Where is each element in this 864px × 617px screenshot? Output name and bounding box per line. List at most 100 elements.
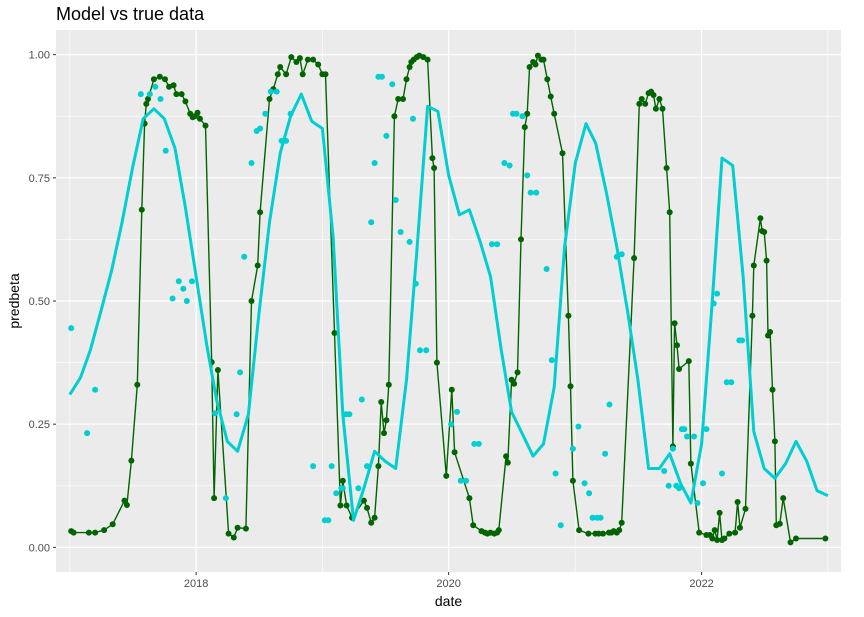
data-point — [231, 535, 237, 541]
data-point — [533, 62, 539, 68]
data-point — [257, 126, 263, 132]
data-point — [393, 197, 399, 203]
data-point — [364, 463, 370, 469]
data-point — [398, 229, 404, 235]
data-point — [346, 411, 352, 417]
data-point — [672, 320, 678, 326]
data-point — [688, 461, 694, 467]
data-point — [524, 172, 530, 178]
data-point — [359, 397, 365, 403]
data-point — [544, 266, 550, 272]
data-point — [458, 478, 464, 484]
data-point — [551, 111, 557, 117]
data-point — [585, 531, 591, 537]
data-point — [386, 382, 392, 388]
data-point — [696, 530, 702, 536]
data-point — [443, 473, 449, 479]
data-point — [212, 410, 218, 416]
data-point — [582, 480, 588, 486]
chart-title: Model vs true data — [56, 4, 205, 24]
data-point — [249, 160, 255, 166]
data-point — [391, 113, 397, 119]
data-point — [527, 64, 533, 70]
data-point — [372, 160, 378, 166]
data-point — [300, 71, 306, 77]
data-point — [340, 478, 346, 484]
data-point — [503, 453, 509, 459]
data-point — [651, 92, 657, 98]
data-point — [139, 207, 145, 213]
data-point — [558, 522, 564, 528]
y-tick-label: 0.00 — [29, 542, 50, 554]
data-point — [619, 251, 625, 257]
data-point — [777, 521, 783, 527]
data-point — [257, 209, 263, 215]
data-point — [173, 91, 179, 97]
data-point — [780, 495, 786, 501]
data-point — [522, 124, 528, 130]
data-point — [158, 96, 164, 102]
data-point — [598, 515, 604, 521]
data-point — [449, 387, 455, 393]
data-point — [549, 357, 555, 363]
data-point — [383, 133, 389, 139]
data-point — [267, 96, 273, 102]
y-tick-label: 0.50 — [29, 296, 50, 308]
data-point — [124, 502, 130, 508]
data-point — [275, 71, 281, 77]
data-point — [631, 255, 637, 261]
data-point — [333, 490, 339, 496]
data-point — [151, 76, 157, 82]
y-tick-label: 0.75 — [29, 173, 50, 185]
data-point — [454, 409, 460, 415]
data-point — [355, 485, 361, 491]
data-point — [138, 91, 144, 97]
data-point — [691, 434, 697, 440]
data-point — [180, 286, 186, 292]
data-point — [249, 298, 255, 304]
data-point — [410, 116, 416, 122]
data-point — [661, 468, 667, 474]
data-point — [642, 101, 648, 107]
data-point — [719, 471, 725, 477]
data-point — [274, 89, 280, 95]
data-point — [182, 98, 188, 104]
data-point — [283, 71, 289, 77]
data-point — [735, 499, 741, 505]
data-point — [203, 123, 209, 129]
data-point — [162, 76, 168, 82]
data-point — [664, 165, 670, 171]
data-point — [676, 366, 682, 372]
data-point — [211, 495, 217, 501]
data-point — [310, 463, 316, 469]
x-axis-title: date — [435, 593, 462, 609]
data-point — [368, 219, 374, 225]
data-point — [656, 96, 662, 102]
data-point — [425, 57, 431, 63]
data-point — [237, 369, 243, 375]
data-point — [84, 430, 90, 436]
data-point — [667, 209, 673, 215]
data-point — [101, 527, 107, 533]
data-point — [470, 522, 476, 528]
data-point — [234, 411, 240, 417]
data-point — [767, 329, 773, 335]
data-point — [400, 96, 406, 102]
data-point — [325, 517, 331, 523]
data-point — [570, 446, 576, 452]
data-point — [226, 531, 232, 537]
data-point — [243, 526, 249, 532]
data-point — [152, 84, 158, 90]
data-point — [128, 458, 134, 464]
data-point — [514, 111, 520, 117]
data-point — [404, 76, 410, 82]
data-point — [681, 426, 687, 432]
data-point — [431, 165, 437, 171]
data-point — [505, 460, 511, 466]
data-point — [429, 155, 435, 161]
data-point — [639, 96, 645, 102]
data-point — [364, 505, 370, 511]
data-point — [452, 449, 458, 455]
data-point — [71, 530, 77, 536]
data-point — [389, 81, 395, 87]
